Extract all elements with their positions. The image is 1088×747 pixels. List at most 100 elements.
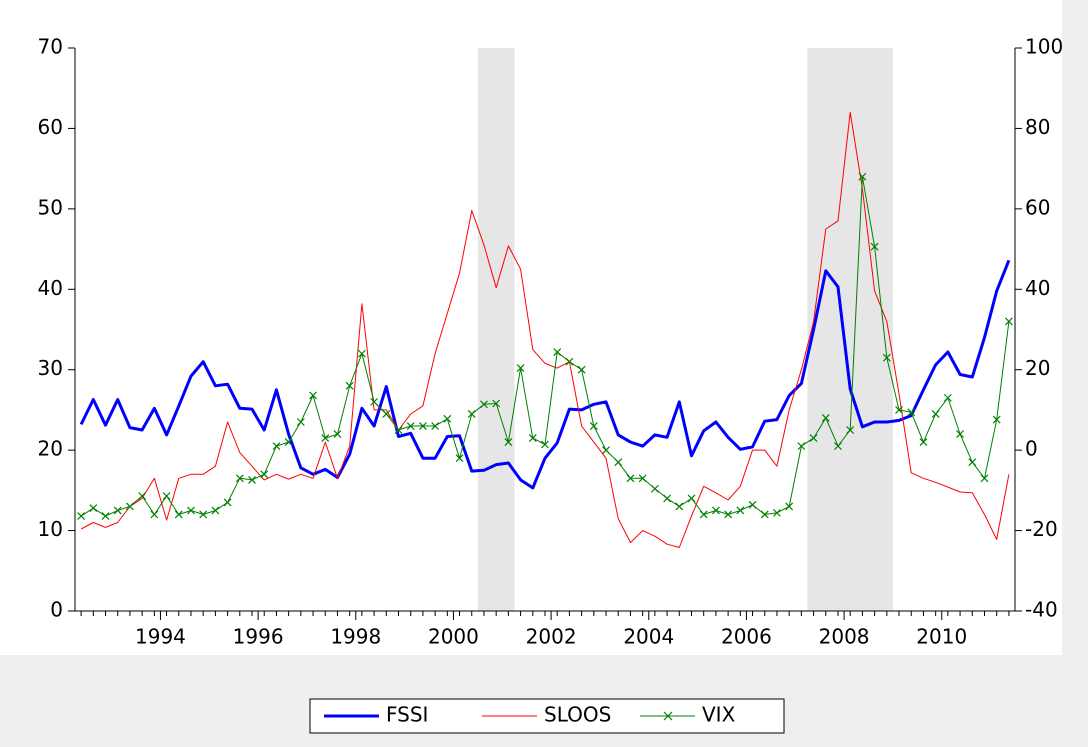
series-marker	[309, 391, 317, 400]
legend-marker	[663, 711, 673, 721]
series-marker	[650, 484, 659, 493]
series-marker	[467, 410, 476, 418]
y2-tick-label: 40	[1025, 276, 1050, 300]
series-marker	[248, 475, 256, 484]
legend-label: VIX	[702, 703, 736, 727]
series-marker	[614, 458, 623, 467]
series-marker	[223, 498, 232, 507]
x-tick-label: 2002	[526, 625, 577, 649]
y-tick-label: 20	[38, 437, 63, 461]
series-marker	[699, 510, 708, 519]
series-marker	[516, 364, 525, 373]
series-marker	[638, 474, 647, 483]
plot-background	[0, 0, 1062, 655]
series-marker	[394, 426, 403, 434]
y-tick-label: 60	[38, 115, 63, 139]
x-tick-label: 1994	[135, 625, 186, 649]
series-marker	[480, 400, 488, 409]
series-marker	[272, 442, 281, 451]
y-tick-label: 10	[38, 517, 63, 541]
series-marker	[455, 454, 464, 463]
series-marker	[345, 381, 354, 390]
series-marker	[736, 506, 745, 515]
y2-tick-label: -40	[1025, 598, 1058, 622]
shading-layer	[477, 48, 893, 611]
series-marker	[528, 434, 537, 443]
series-marker	[602, 446, 610, 455]
series-marker	[260, 470, 269, 479]
x-tick-label: 2010	[916, 625, 967, 649]
series-marker	[809, 434, 818, 443]
series-marker	[870, 242, 879, 251]
series-marker	[931, 410, 940, 418]
series-marker	[333, 430, 342, 438]
series-marker	[211, 506, 220, 515]
x-tick-label: 1996	[233, 625, 284, 649]
series-marker	[565, 357, 574, 366]
series-marker	[980, 474, 989, 483]
y2-tick-label: 20	[1025, 356, 1050, 380]
series-marker	[370, 397, 379, 406]
series-marker	[687, 494, 696, 503]
series-marker	[663, 494, 672, 503]
series-marker	[187, 506, 195, 515]
x-tick-label: 2000	[428, 625, 479, 649]
series-marker	[235, 474, 244, 483]
series-marker	[992, 415, 1001, 424]
series-marker	[589, 422, 598, 430]
series-marker	[101, 512, 110, 521]
y-tick-label: 40	[38, 276, 63, 300]
series-marker	[785, 502, 794, 511]
series-marker	[541, 440, 549, 449]
series-marker	[138, 492, 147, 500]
x-tick-label: 2006	[721, 625, 772, 649]
series-line	[80, 111, 1010, 548]
series-marker	[418, 422, 427, 430]
series-marker	[382, 410, 391, 418]
series-marker	[760, 510, 769, 519]
series-marker	[284, 438, 293, 447]
series-marker	[199, 510, 208, 519]
series-marker	[321, 434, 330, 443]
series-marker	[492, 399, 501, 408]
series-marker	[882, 353, 891, 362]
series-marker	[968, 458, 977, 467]
series-marker	[797, 442, 806, 451]
series-marker	[773, 508, 781, 517]
series-marker	[553, 348, 562, 356]
recession-shade	[807, 48, 893, 611]
y-tick-label: 0	[50, 598, 63, 622]
series-marker	[919, 438, 928, 447]
y2-tick-label: 100	[1025, 35, 1063, 59]
series-marker	[577, 365, 586, 374]
series-marker	[895, 406, 903, 414]
y-tick-label: 70	[38, 35, 63, 59]
x-tick-label: 1998	[330, 625, 381, 649]
series-marker	[821, 414, 830, 422]
series-marker	[504, 438, 513, 447]
series-marker	[626, 474, 635, 483]
legend-label: SLOOS	[544, 703, 611, 727]
series-marker	[711, 506, 720, 515]
series-line	[79, 259, 1011, 490]
series-marker	[150, 510, 159, 519]
recession-shade	[477, 48, 515, 611]
y-tick-label: 30	[38, 356, 63, 380]
series-marker	[357, 349, 366, 358]
series-marker	[956, 430, 964, 438]
series-marker	[113, 506, 122, 515]
y2-tick-label: -20	[1025, 517, 1058, 541]
y2-tick-label: 0	[1025, 437, 1038, 461]
series-marker	[675, 502, 684, 511]
series-marker	[724, 510, 733, 519]
series-marker	[443, 414, 452, 423]
series-marker	[406, 422, 415, 430]
series-marker	[1004, 317, 1013, 326]
series-marker	[834, 442, 842, 451]
series-marker	[907, 408, 916, 417]
y-tick-label: 50	[38, 195, 63, 219]
series-marker	[296, 418, 305, 426]
x-tick-label: 2004	[623, 625, 674, 649]
